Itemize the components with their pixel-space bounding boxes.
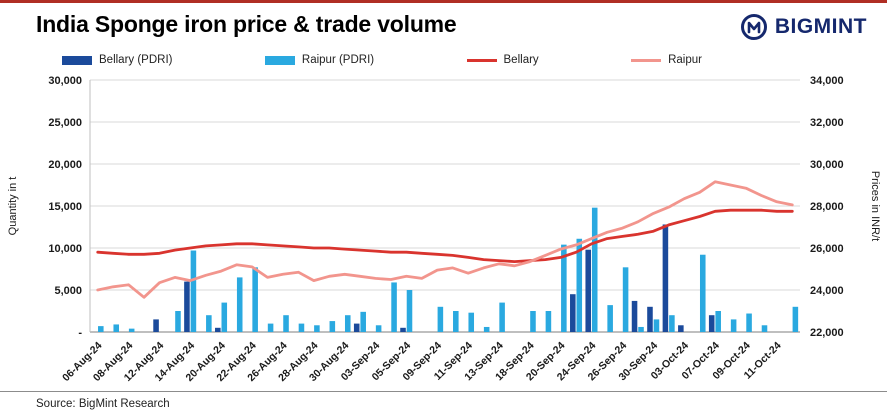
svg-text:Prices in INR/t: Prices in INR/t (869, 171, 881, 241)
legend-swatch-raipur-pdri (264, 55, 295, 65)
svg-text:20,000: 20,000 (48, 159, 82, 171)
legend-item-raipur-price: Raipur (631, 54, 702, 66)
chart-legend: Bellary (PDRI) Raipur (PDRI) Bellary Rai… (62, 49, 702, 71)
legend-swatch-bellary-pdri (62, 55, 92, 65)
legend-label: Bellary (503, 54, 539, 66)
svg-text:28,000: 28,000 (810, 201, 844, 213)
legend-label: Bellary (PDRI) (99, 54, 173, 66)
footer: Source: BigMint Research (0, 391, 887, 410)
top-accent-bar (0, 0, 887, 3)
svg-text:30,000: 30,000 (48, 75, 82, 87)
svg-text:-: - (78, 327, 82, 339)
svg-text:32,000: 32,000 (810, 117, 844, 129)
legend-item-bellary-pdri: Bellary (PDRI) (62, 54, 172, 66)
svg-text:24,000: 24,000 (810, 285, 844, 297)
legend-swatch-bellary-price (466, 58, 497, 62)
svg-text:30,000: 30,000 (810, 159, 844, 171)
legend-label: Raipur (PDRI) (301, 54, 375, 66)
brand-name: BIGMINT (774, 15, 867, 38)
legend-swatch-raipur-price (631, 58, 662, 62)
header: India Sponge iron price & trade volume B… (0, 3, 887, 47)
svg-text:15,000: 15,000 (48, 201, 82, 213)
legend-item-raipur-pdri: Raipur (PDRI) (264, 54, 375, 66)
legend-label: Raipur (668, 54, 702, 66)
svg-text:Quantity in t: Quantity in t (7, 177, 19, 236)
svg-text:34,000: 34,000 (810, 75, 844, 87)
svg-text:5,000: 5,000 (54, 285, 82, 297)
bigmint-logo-icon (740, 14, 767, 40)
legend-item-bellary-price: Bellary (466, 54, 539, 66)
svg-text:25,000: 25,000 (48, 117, 82, 129)
svg-text:26,000: 26,000 (810, 243, 844, 255)
svg-text:10,000: 10,000 (48, 243, 82, 255)
page-title: India Sponge iron price & trade volume (36, 11, 457, 37)
brand-logo: BIGMINT (740, 13, 867, 41)
combo-chart: 30,000 34,000 25,000 32,000 20,000 30,000 15,0… (7, 75, 881, 384)
source-note: Source: BigMint Research (36, 398, 170, 410)
svg-text:22,000: 22,000 (810, 327, 844, 339)
